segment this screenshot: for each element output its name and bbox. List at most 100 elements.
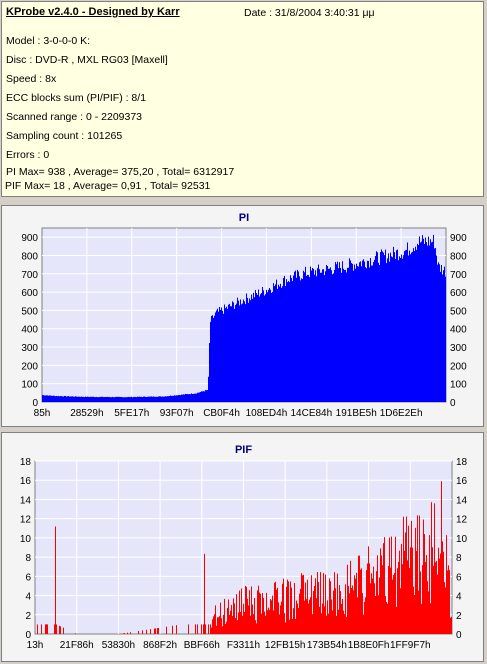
bar: [142, 397, 143, 402]
bar: [389, 537, 390, 634]
bar: [252, 298, 253, 402]
bar: [211, 316, 212, 402]
bar: [327, 265, 328, 402]
y-tick-label-right: 900: [450, 233, 467, 244]
bar: [262, 593, 263, 634]
bar: [361, 266, 362, 402]
bar: [362, 593, 363, 634]
bar: [199, 392, 200, 402]
bar: [220, 309, 221, 402]
bar: [76, 396, 77, 402]
bar: [428, 591, 429, 634]
bar: [182, 394, 183, 402]
bar: [337, 261, 338, 402]
bar: [221, 307, 222, 402]
chart-title: PI: [239, 212, 249, 224]
bar: [329, 578, 330, 634]
bar: [117, 396, 118, 402]
bar: [436, 560, 437, 634]
bar: [44, 395, 45, 402]
bar: [111, 397, 112, 402]
bar: [45, 624, 46, 634]
bar: [227, 607, 228, 634]
bar: [180, 395, 181, 402]
bar: [374, 583, 375, 634]
bar: [150, 629, 151, 634]
bar: [431, 502, 432, 634]
bar: [99, 396, 100, 402]
bar: [92, 396, 93, 402]
bar: [273, 610, 274, 634]
bar: [256, 293, 257, 402]
bar: [42, 395, 43, 402]
x-tick-label: 12FB15h: [265, 640, 306, 651]
bar: [232, 301, 233, 402]
bar: [406, 516, 407, 634]
bar: [261, 292, 262, 402]
y-tick-label-right: 100: [450, 380, 467, 391]
bar: [327, 600, 328, 634]
bar: [444, 582, 445, 634]
bar: [97, 397, 98, 402]
bar: [259, 296, 260, 402]
bar: [73, 396, 74, 402]
bar: [70, 396, 71, 402]
bar: [398, 260, 399, 402]
bar: [371, 265, 372, 402]
bar: [279, 614, 280, 634]
bar: [175, 395, 176, 402]
bar: [106, 397, 107, 402]
bar-series: [42, 234, 446, 402]
bar: [218, 617, 219, 634]
bar: [282, 583, 283, 634]
bar: [242, 615, 243, 634]
bar: [427, 245, 428, 402]
bar: [256, 623, 257, 634]
bar: [67, 396, 68, 402]
bar: [276, 279, 277, 402]
bar: [184, 394, 185, 402]
bar: [232, 616, 233, 634]
bar: [319, 269, 320, 402]
bar: [53, 395, 54, 402]
bar: [204, 391, 205, 402]
bar: [116, 396, 117, 402]
bar: [288, 581, 289, 634]
bar: [237, 297, 238, 402]
x-tick-label: 108ED4h: [246, 408, 288, 419]
y-tick-label-left: 700: [21, 270, 38, 281]
bar: [63, 627, 64, 634]
y-tick-label-left: 6: [25, 572, 31, 583]
bar: [216, 310, 217, 402]
bar: [185, 393, 186, 402]
bar: [353, 270, 354, 402]
bar: [357, 597, 358, 634]
bar: [402, 564, 403, 634]
bar: [318, 264, 319, 402]
bar: [291, 278, 292, 402]
bar: [427, 581, 428, 634]
bar: [275, 581, 276, 634]
bar: [79, 396, 80, 402]
bar: [226, 621, 227, 634]
bar: [197, 392, 198, 402]
bar: [306, 276, 307, 402]
bar: [355, 578, 356, 634]
bar: [104, 396, 105, 402]
bar: [234, 603, 235, 634]
bar: [398, 561, 399, 634]
bar: [386, 263, 387, 402]
bar: [250, 615, 251, 634]
bar: [134, 396, 135, 402]
y-tick-label-left: 0: [25, 630, 31, 641]
bar: [254, 598, 255, 634]
bar: [238, 612, 239, 634]
bar: [348, 585, 349, 634]
bar: [206, 390, 207, 402]
bar: [389, 261, 390, 402]
bar: [167, 396, 168, 402]
scanned-range-line: Scanned range : 0 - 2209373: [6, 111, 143, 123]
bar: [367, 563, 368, 634]
bar: [359, 555, 360, 634]
bar: [423, 238, 424, 402]
